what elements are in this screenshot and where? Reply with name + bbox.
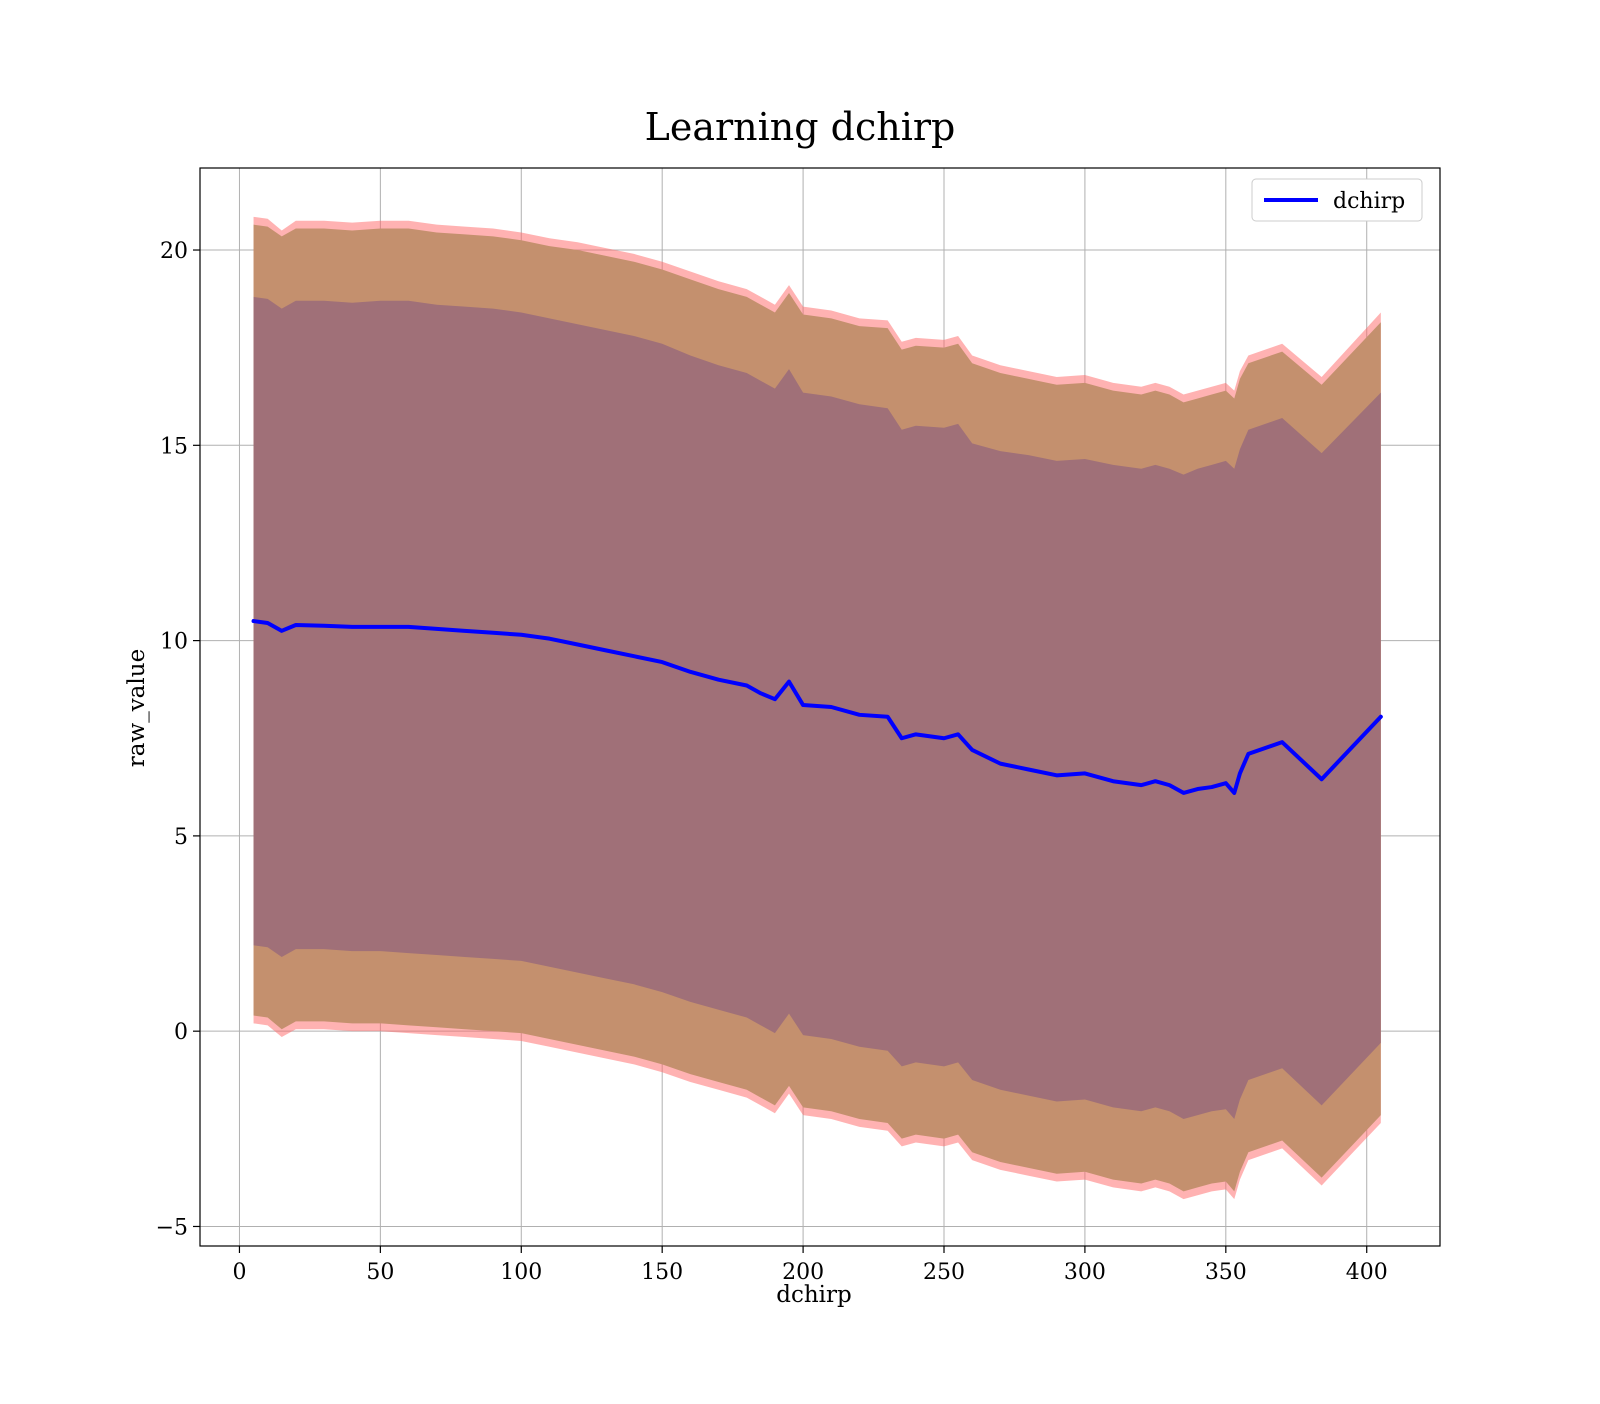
legend: dchirp	[1251, 178, 1423, 222]
x-tick-label: 150	[641, 1260, 683, 1285]
y-tick-label: 15	[160, 434, 188, 459]
y-axis-label: raw_value	[124, 649, 150, 767]
y-tick-label: 20	[160, 239, 188, 264]
tick-layer: 0 50 100 150 200 250 300 350 400 −5 0 5 10 15 20	[156, 239, 1388, 1285]
x-tick-label: 0	[232, 1260, 246, 1285]
legend-box	[1251, 178, 1423, 222]
y-tick-label: 5	[174, 825, 188, 850]
legend-label: dchirp	[1333, 189, 1405, 214]
series-line-dchirp	[251, 619, 1383, 795]
x-tick-label: 50	[366, 1260, 394, 1285]
y-tick-label: 10	[160, 630, 188, 655]
x-tick-label: 250	[923, 1260, 965, 1285]
x-tick-label: 350	[1205, 1260, 1247, 1285]
line-layer	[251, 619, 1383, 795]
x-tick-label: 200	[782, 1260, 824, 1285]
x-axis-label: dchirp	[776, 1282, 852, 1308]
x-tick-label: 400	[1346, 1260, 1388, 1285]
x-tick-label: 100	[500, 1260, 542, 1285]
x-tick-label: 300	[1064, 1260, 1106, 1285]
y-tick-label: 0	[174, 1020, 188, 1045]
chart-title: Learning dchirp	[645, 105, 956, 149]
y-tick-label: −5	[156, 1215, 188, 1240]
plot-frame	[199, 167, 1441, 1247]
